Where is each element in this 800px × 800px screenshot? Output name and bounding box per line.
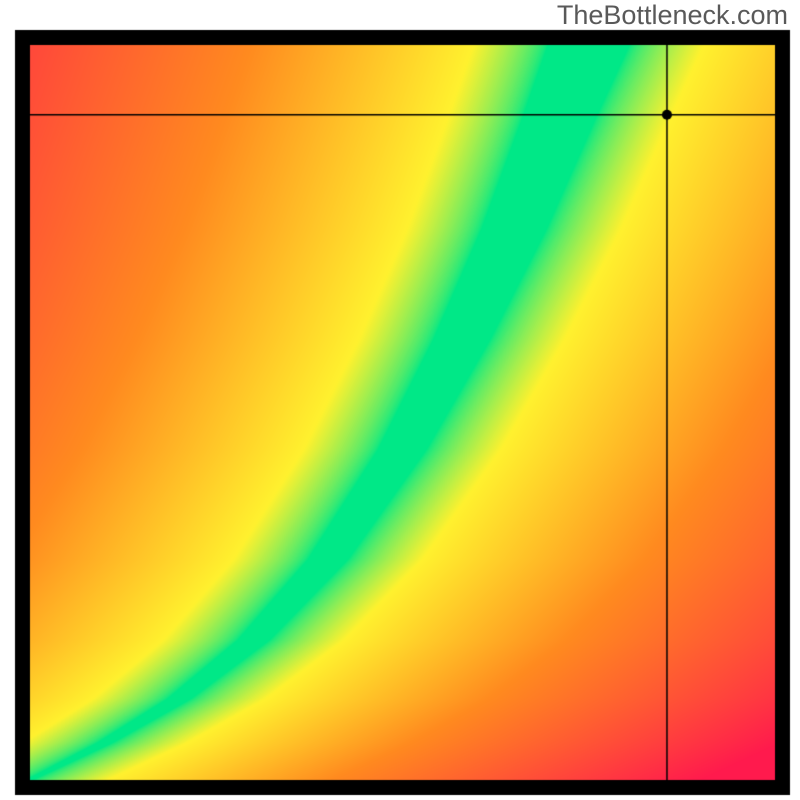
chart-container: TheBottleneck.com	[0, 0, 800, 800]
watermark-text: TheBottleneck.com	[557, 0, 788, 31]
bottleneck-heatmap	[0, 0, 800, 800]
